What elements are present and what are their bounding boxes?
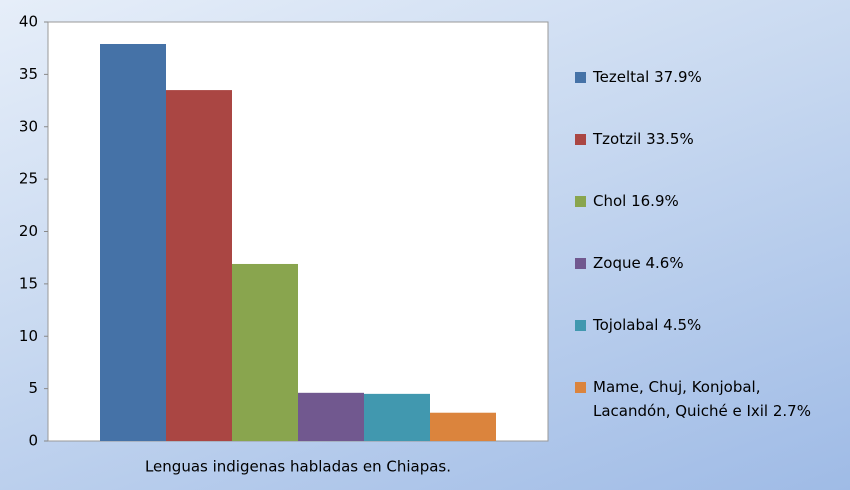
legend-swatch <box>575 320 586 331</box>
y-tick-label: 20 <box>19 222 38 240</box>
y-tick-label: 40 <box>19 13 38 31</box>
bar <box>430 412 496 441</box>
y-tick-label: 5 <box>28 379 38 397</box>
legend-entry: Tezeltal 37.9% <box>575 65 702 89</box>
legend-label: Tzotzil 33.5% <box>593 130 694 148</box>
y-tick-label: 10 <box>19 327 38 345</box>
legend-swatch <box>575 258 586 269</box>
legend-swatch <box>575 382 586 393</box>
legend-entry: Mame, Chuj, Konjobal, Lacandón, Quiché e… <box>575 375 835 423</box>
legend-label: Tezeltal 37.9% <box>593 68 702 86</box>
y-tick-label: 25 <box>19 170 38 188</box>
y-tick-label: 30 <box>19 117 38 135</box>
y-tick-label: 15 <box>19 274 38 292</box>
bar <box>166 90 232 442</box>
bar <box>364 393 430 441</box>
legend-swatch <box>575 72 586 83</box>
legend-label: Tojolabal 4.5% <box>593 316 702 334</box>
legend-entry: Zoque 4.6% <box>575 251 684 275</box>
legend-swatch <box>575 196 586 207</box>
legend-entry: Chol 16.9% <box>575 189 679 213</box>
legend-entry: Tojolabal 4.5% <box>575 313 701 337</box>
legend-label: Mame, Chuj, Konjobal, Lacandón, Quiché e… <box>593 378 811 420</box>
legend-swatch <box>575 134 586 145</box>
bar <box>100 43 166 442</box>
legend-label: Zoque 4.6% <box>593 254 684 272</box>
legend-entry: Tzotzil 33.5% <box>575 127 694 151</box>
x-tick-label: Lenguas indigenas habladas en Chiapas. <box>145 458 451 476</box>
legend-label: Chol 16.9% <box>593 192 679 210</box>
y-tick-label: 0 <box>28 432 38 450</box>
bar <box>298 392 364 441</box>
bar <box>232 263 298 441</box>
y-tick-label: 35 <box>19 65 38 83</box>
